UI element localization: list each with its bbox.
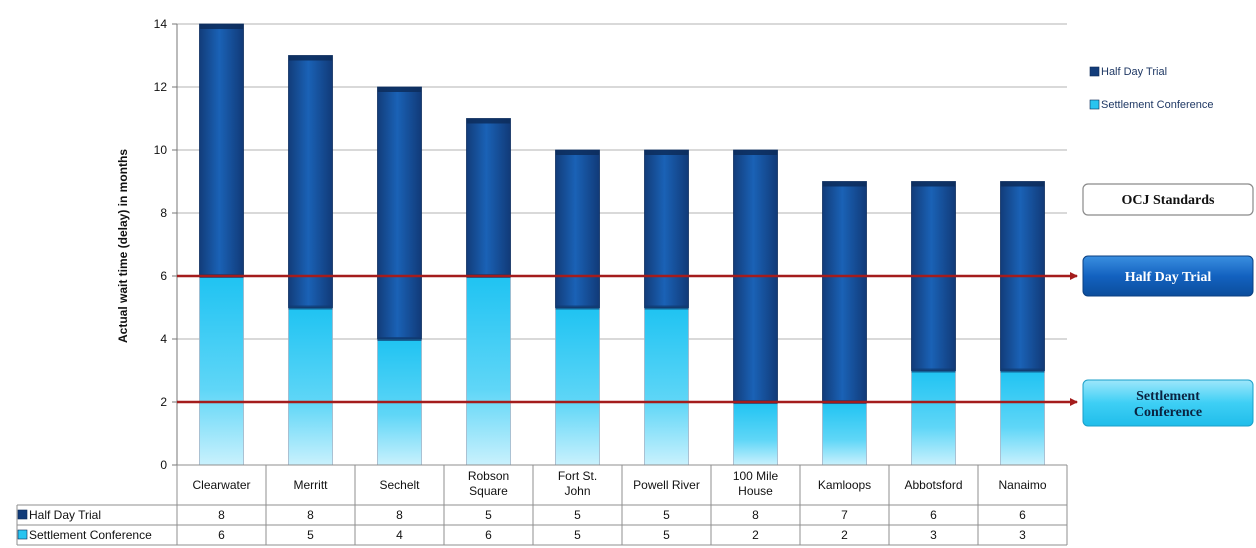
- table-row-header: Half Day Trial: [29, 508, 101, 522]
- table-cell: 6: [1019, 508, 1026, 522]
- bar-settlement-conference: [288, 307, 333, 466]
- bar-cap: [822, 181, 867, 187]
- bar-settlement-conference: [733, 401, 778, 466]
- reference-box-settlement-conference: [1082, 379, 1254, 427]
- bar-cap: [555, 150, 600, 155]
- table-cell: 8: [396, 508, 403, 522]
- table-cell: 7: [841, 508, 848, 522]
- table-cell: 5: [485, 508, 492, 522]
- reference-label-line: Conference: [1134, 405, 1202, 420]
- y-tick-label: 8: [160, 206, 167, 220]
- bar-cap: [466, 118, 511, 124]
- category-label: 100 Mile House: [733, 469, 779, 498]
- table-cell: 2: [841, 528, 848, 542]
- legend-swatch: [1089, 66, 1100, 77]
- y-axis: 0 2 4 6 8 10 12 14: [154, 17, 178, 472]
- category-label: Merritt: [294, 478, 329, 492]
- legend: Half Day Trial Settlement Conference: [1089, 66, 1214, 111]
- table-cell: 5: [663, 528, 670, 542]
- table-cell: 6: [485, 528, 492, 542]
- bar-cap: [911, 368, 956, 373]
- y-tick-label: 10: [154, 143, 168, 157]
- bar-half-day-trial: [466, 118, 511, 277]
- category-label-line: Square: [469, 484, 508, 498]
- category-label-line: 100 Mile: [733, 469, 779, 483]
- table-cell: 2: [752, 528, 759, 542]
- category-label-line: Fort St.: [558, 469, 597, 483]
- legend-swatch: [1089, 99, 1100, 110]
- bars: [199, 23, 1045, 466]
- bar-cap: [199, 24, 244, 29]
- category-label: Clearwater: [192, 478, 250, 492]
- bar-cap: [377, 87, 422, 92]
- category-label: Kamloops: [818, 478, 871, 492]
- legend-key-icon: [17, 509, 28, 520]
- table-cell: 6: [930, 508, 937, 522]
- category-label: Nanaimo: [998, 478, 1046, 492]
- y-tick-label: 0: [160, 458, 167, 472]
- category-label: Abbotsford: [904, 478, 962, 492]
- bar-cap: [644, 150, 689, 155]
- legend-item: Settlement Conference: [1101, 99, 1214, 111]
- reference-label: Half Day Trial: [1125, 270, 1212, 285]
- bar-cap: [555, 305, 600, 310]
- y-tick-label: 6: [160, 269, 167, 283]
- table-cell: 8: [307, 508, 314, 522]
- table-cell: 5: [307, 528, 314, 542]
- y-tick-label: 14: [154, 17, 168, 31]
- bar-cap: [733, 150, 778, 155]
- bar-half-day-trial: [555, 149, 600, 308]
- bar-settlement-conference: [911, 370, 956, 466]
- y-tick-label: 4: [160, 332, 167, 346]
- y-axis-title: Actual wait time (delay) in months: [116, 149, 130, 343]
- bar-settlement-conference: [644, 307, 689, 466]
- bar-half-day-trial: [288, 55, 333, 308]
- bar-cap: [288, 55, 333, 61]
- legend-key-icon: [17, 529, 28, 540]
- bar-cap: [377, 337, 422, 341]
- reference-label-line: Settlement: [1136, 389, 1200, 404]
- category-label: Sechelt: [379, 478, 420, 492]
- category-label: Powell River: [633, 478, 700, 492]
- bar-cap: [1000, 368, 1045, 373]
- reference-box-half-day-trial: [1082, 255, 1254, 297]
- y-tick-label: 12: [154, 80, 168, 94]
- category-label: Fort St. John: [558, 469, 597, 498]
- data-table: Clearwater Merritt Sechelt Robson Square Fort…: [16, 464, 1068, 546]
- bar-settlement-conference: [822, 401, 867, 466]
- bar-settlement-conference: [199, 275, 244, 466]
- category-label-line: John: [564, 484, 590, 498]
- table-cell: 8: [218, 508, 225, 522]
- category-label-line: House: [738, 484, 773, 498]
- bar-settlement-conference: [555, 307, 600, 466]
- bar-settlement-conference: [466, 275, 511, 466]
- bar-half-day-trial: [644, 149, 689, 308]
- table-cell: 8: [752, 508, 759, 522]
- table-cell: 5: [574, 528, 581, 542]
- reference-lines: Half Day Trial Settlement Conference: [177, 255, 1254, 427]
- bar-half-day-trial: [822, 181, 867, 403]
- table-cell: 5: [574, 508, 581, 522]
- bar-cap: [1000, 181, 1045, 187]
- bar-cap: [644, 305, 689, 310]
- bar-cap: [911, 181, 956, 187]
- category-label-line: Robson: [468, 469, 509, 483]
- table-row-header: Settlement Conference: [29, 528, 152, 542]
- table-cell: 3: [1019, 528, 1026, 542]
- bar-cap: [288, 305, 333, 310]
- category-label: Robson Square: [468, 469, 509, 498]
- legend-item: Half Day Trial: [1101, 66, 1167, 78]
- bar-settlement-conference: [1000, 370, 1045, 466]
- table-cell: 3: [930, 528, 937, 542]
- bar-half-day-trial: [199, 23, 244, 277]
- table-cell: 4: [396, 528, 403, 542]
- y-tick-label: 2: [160, 395, 167, 409]
- table-cell: 6: [218, 528, 225, 542]
- reference-label: Settlement Conference: [1134, 389, 1202, 420]
- bar-half-day-trial: [377, 86, 422, 340]
- standards-box: OCJ Standards: [1082, 183, 1254, 216]
- table-cell: 5: [663, 508, 670, 522]
- standards-title: OCJ Standards: [1122, 193, 1216, 208]
